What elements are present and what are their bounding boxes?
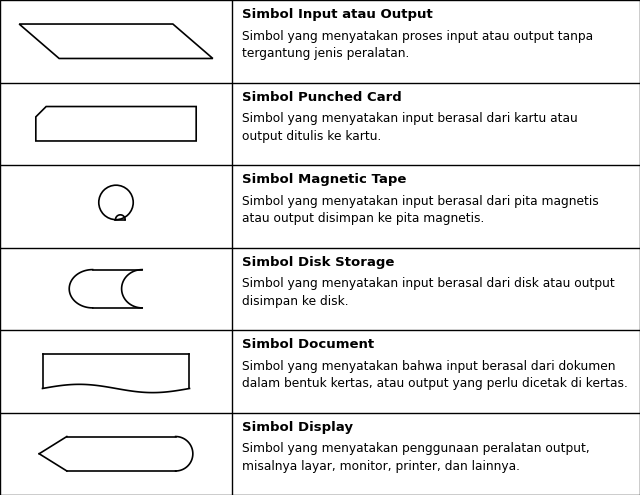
Text: Simbol Punched Card: Simbol Punched Card <box>242 91 402 104</box>
Text: Simbol yang menyatakan proses input atau output tanpa
tergantung jenis peralatan: Simbol yang menyatakan proses input atau… <box>242 30 593 60</box>
Text: Simbol yang menyatakan input berasal dari disk atau output
disimpan ke disk.: Simbol yang menyatakan input berasal dar… <box>242 277 615 308</box>
Text: Simbol Magnetic Tape: Simbol Magnetic Tape <box>242 173 406 186</box>
Text: Simbol yang menyatakan bahwa input berasal dari dokumen
dalam bentuk kertas, ata: Simbol yang menyatakan bahwa input beras… <box>242 360 628 390</box>
Text: Simbol yang menyatakan penggunaan peralatan output,
misalnya layar, monitor, pri: Simbol yang menyatakan penggunaan perala… <box>242 442 589 473</box>
Text: Simbol yang menyatakan input berasal dari pita magnetis
atau output disimpan ke : Simbol yang menyatakan input berasal dar… <box>242 195 599 225</box>
Text: Simbol Disk Storage: Simbol Disk Storage <box>242 256 394 269</box>
Text: Simbol Display: Simbol Display <box>242 421 353 434</box>
Text: Simbol Document: Simbol Document <box>242 338 374 351</box>
Text: Simbol Input atau Output: Simbol Input atau Output <box>242 8 433 21</box>
Text: Simbol yang menyatakan input berasal dari kartu atau
output ditulis ke kartu.: Simbol yang menyatakan input berasal dar… <box>242 112 578 143</box>
